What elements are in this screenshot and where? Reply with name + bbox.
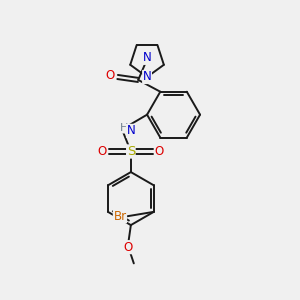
Text: O: O <box>106 69 115 82</box>
Text: O: O <box>98 145 107 158</box>
Text: N: N <box>143 51 152 64</box>
Text: N: N <box>127 124 135 137</box>
Text: S: S <box>127 145 135 158</box>
Text: H: H <box>120 123 128 133</box>
Text: O: O <box>155 145 164 158</box>
Text: N: N <box>143 70 152 83</box>
Text: O: O <box>123 241 133 254</box>
Text: Br: Br <box>113 210 127 223</box>
